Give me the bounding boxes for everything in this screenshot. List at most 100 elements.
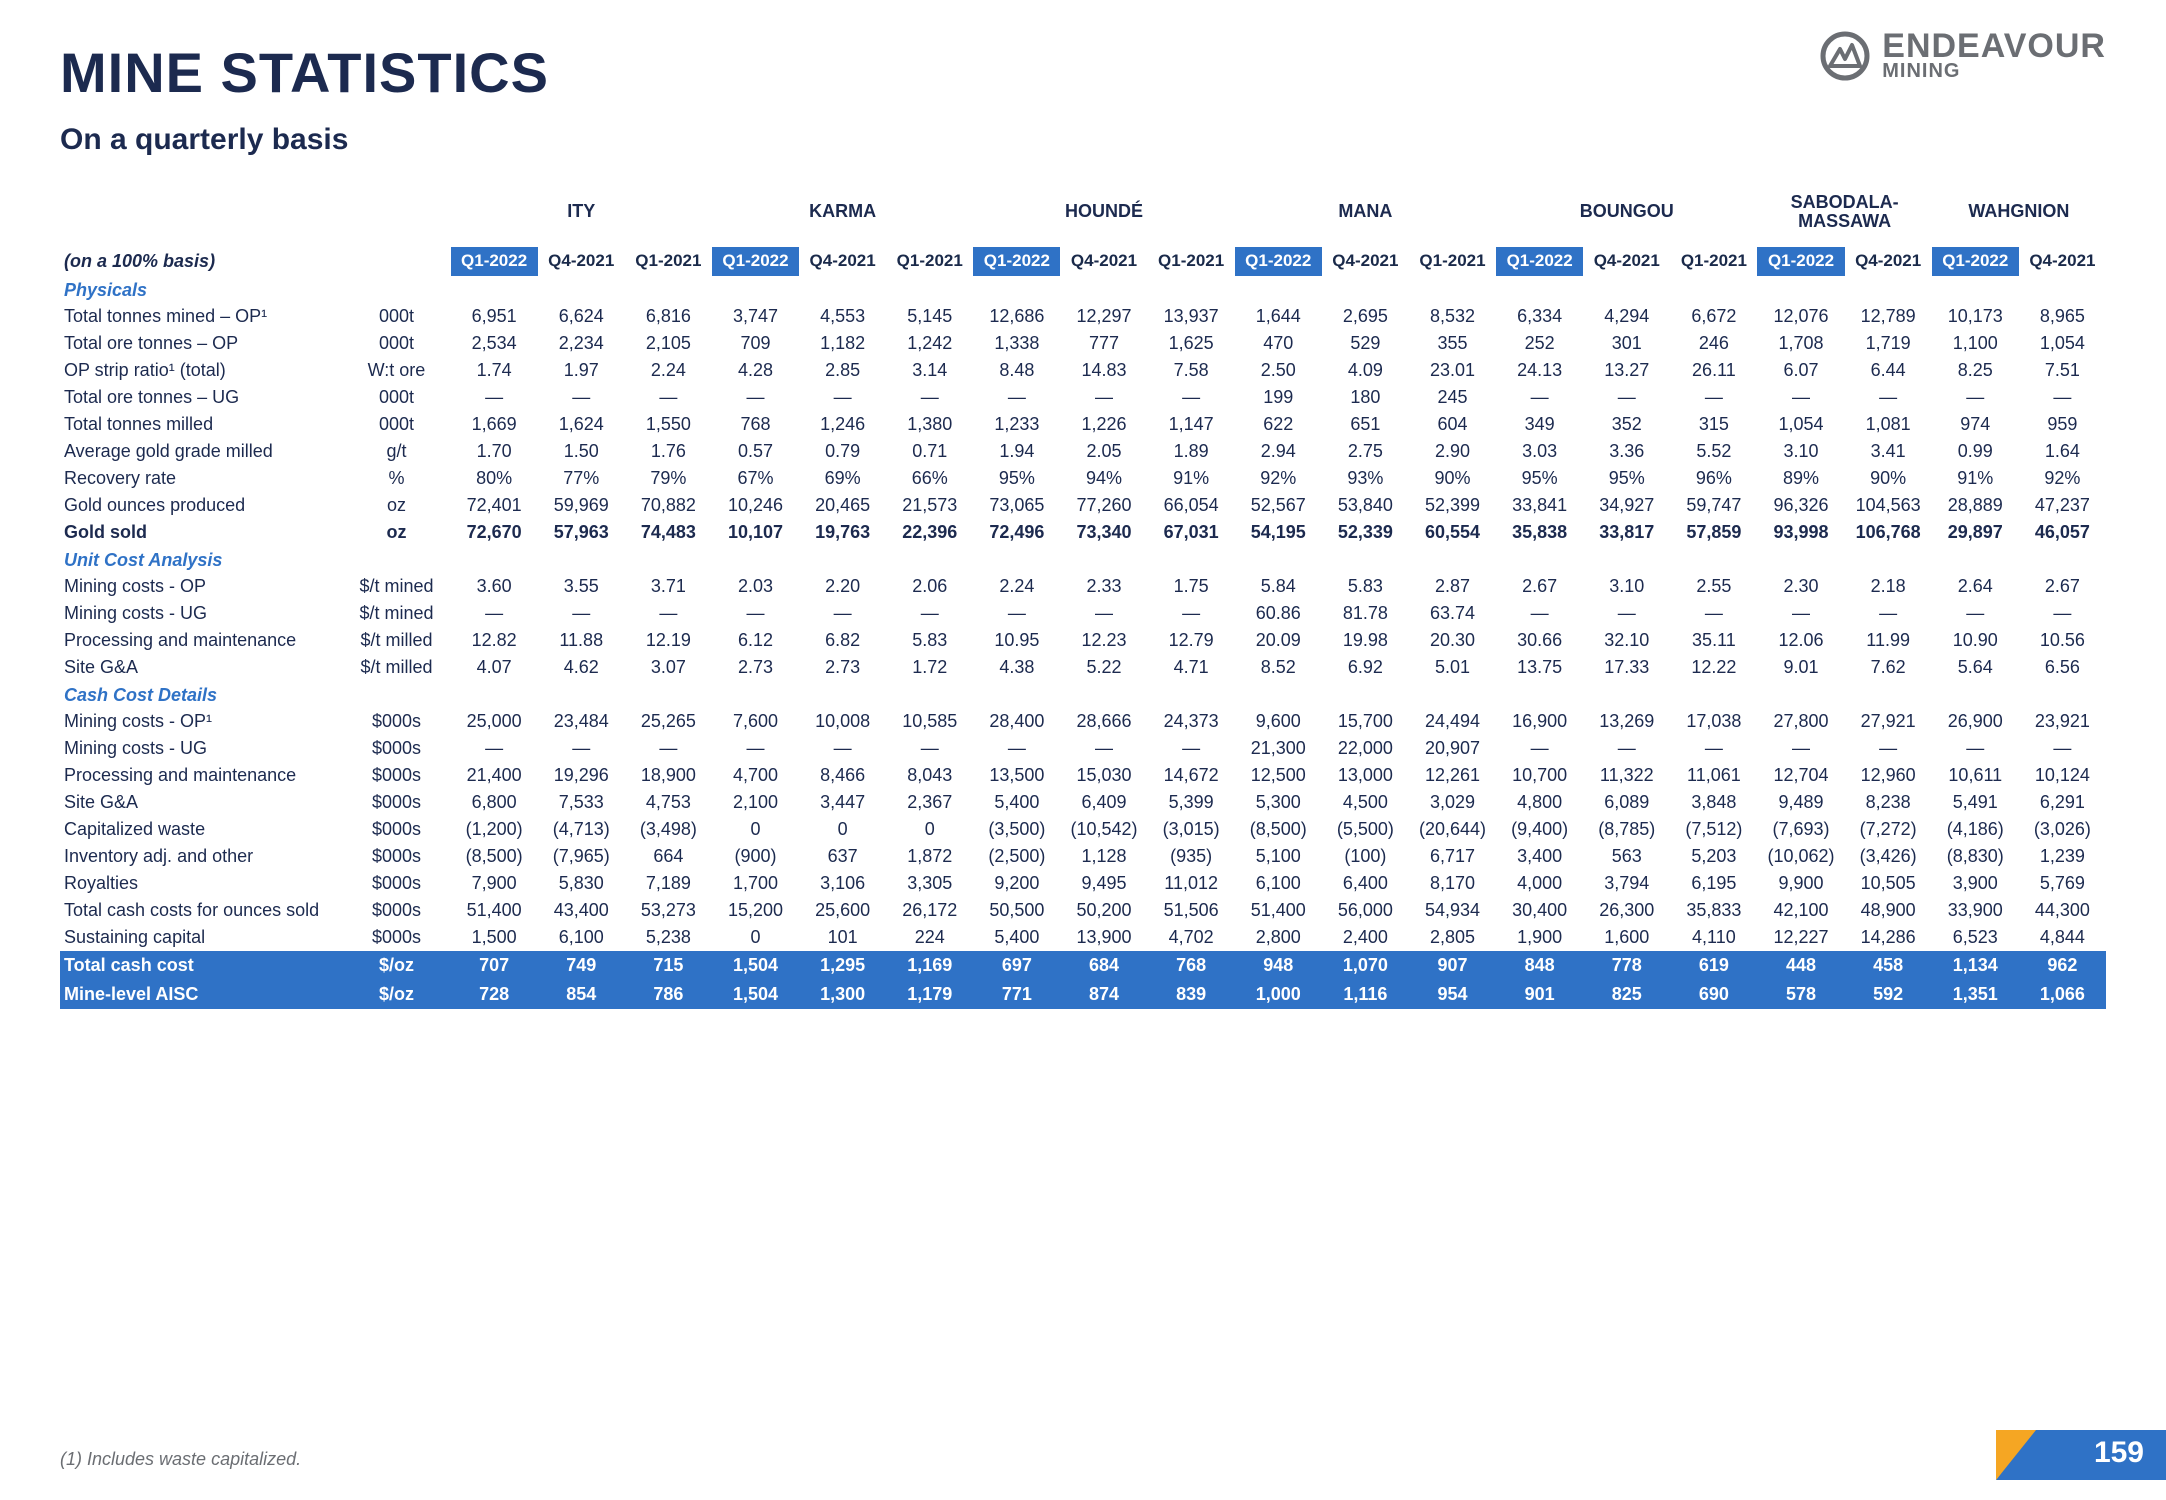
- data-cell: 20.09: [1235, 627, 1322, 654]
- data-cell: (4,713): [538, 816, 625, 843]
- data-cell: 2.94: [1235, 438, 1322, 465]
- data-cell: 2,400: [1322, 924, 1409, 951]
- data-cell: 92%: [2019, 465, 2106, 492]
- data-cell: —: [1845, 600, 1932, 627]
- data-cell: 245: [1409, 384, 1496, 411]
- period-header: Q4-2021: [1060, 247, 1147, 276]
- data-cell: 11,322: [1583, 762, 1670, 789]
- data-cell: 106,768: [1845, 519, 1932, 546]
- data-cell: 12,686: [973, 303, 1060, 330]
- band-label: Mine-level AISC: [60, 980, 342, 1009]
- row-label: Capitalized waste: [60, 816, 342, 843]
- period-header: Q1-2022: [1932, 247, 2019, 276]
- data-cell: (900): [712, 843, 799, 870]
- period-header: Q1-2021: [1409, 247, 1496, 276]
- data-cell: 21,300: [1235, 735, 1322, 762]
- data-cell: 12,297: [1060, 303, 1147, 330]
- band-cell: 907: [1409, 951, 1496, 980]
- data-cell: 12,704: [1757, 762, 1844, 789]
- data-cell: 4,702: [1148, 924, 1235, 951]
- band-unit: $/oz: [342, 951, 450, 980]
- page-number-badge: 159: [1996, 1430, 2166, 1480]
- data-cell: —: [1670, 735, 1757, 762]
- data-cell: 10,107: [712, 519, 799, 546]
- band-cell: 786: [625, 980, 712, 1009]
- data-cell: 0.71: [886, 438, 973, 465]
- data-cell: 72,401: [451, 492, 538, 519]
- period-header: Q1-2022: [451, 247, 538, 276]
- data-cell: 28,889: [1932, 492, 2019, 519]
- data-cell: 4.62: [538, 654, 625, 681]
- page-number: 159: [2094, 1436, 2144, 1470]
- data-cell: 12.23: [1060, 627, 1147, 654]
- data-cell: 1.70: [451, 438, 538, 465]
- footnote: (1) Includes waste capitalized.: [60, 1449, 301, 1470]
- data-cell: 4,700: [712, 762, 799, 789]
- data-cell: 10.56: [2019, 627, 2106, 654]
- data-cell: 5.01: [1409, 654, 1496, 681]
- data-cell: 2.75: [1322, 438, 1409, 465]
- data-cell: 2.73: [712, 654, 799, 681]
- data-cell: 10.90: [1932, 627, 2019, 654]
- period-header: Q4-2021: [1845, 247, 1932, 276]
- data-cell: 9,600: [1235, 708, 1322, 735]
- data-cell: 352: [1583, 411, 1670, 438]
- data-cell: 42,100: [1757, 897, 1844, 924]
- data-cell: 2.24: [973, 573, 1060, 600]
- data-cell: 90%: [1845, 465, 1932, 492]
- statistics-table-wrap: ITYKARMAHOUNDÉMANABOUNGOUSABODALA-MASSAW…: [60, 187, 2106, 1009]
- data-cell: —: [973, 384, 1060, 411]
- data-cell: 48,900: [1845, 897, 1932, 924]
- data-cell: 13.75: [1496, 654, 1583, 681]
- data-cell: 13,500: [973, 762, 1060, 789]
- data-cell: 180: [1322, 384, 1409, 411]
- data-cell: 43,400: [538, 897, 625, 924]
- data-cell: 12.19: [625, 627, 712, 654]
- data-cell: 12,789: [1845, 303, 1932, 330]
- data-cell: 13,900: [1060, 924, 1147, 951]
- data-cell: 5.83: [1322, 573, 1409, 600]
- data-cell: —: [1496, 735, 1583, 762]
- data-cell: 7,900: [451, 870, 538, 897]
- mine-header: ITY: [451, 187, 712, 247]
- row-label: Processing and maintenance: [60, 762, 342, 789]
- data-cell: 72,496: [973, 519, 1060, 546]
- band-cell: 854: [538, 980, 625, 1009]
- data-cell: 53,273: [625, 897, 712, 924]
- data-cell: 19,763: [799, 519, 886, 546]
- data-cell: 12.06: [1757, 627, 1844, 654]
- data-cell: 79%: [625, 465, 712, 492]
- band-cell: 771: [973, 980, 1060, 1009]
- data-cell: 2,105: [625, 330, 712, 357]
- data-cell: 66,054: [1148, 492, 1235, 519]
- band-cell: 1,351: [1932, 980, 2019, 1009]
- data-cell: 6.12: [712, 627, 799, 654]
- data-cell: —: [451, 600, 538, 627]
- data-cell: —: [1845, 384, 1932, 411]
- data-cell: 1,872: [886, 843, 973, 870]
- data-cell: 2.90: [1409, 438, 1496, 465]
- data-cell: 20.30: [1409, 627, 1496, 654]
- data-cell: 6.82: [799, 627, 886, 654]
- data-cell: 91%: [1148, 465, 1235, 492]
- data-cell: 1,246: [799, 411, 886, 438]
- statistics-table: ITYKARMAHOUNDÉMANABOUNGOUSABODALA-MASSAW…: [60, 187, 2106, 1009]
- data-cell: 93%: [1322, 465, 1409, 492]
- data-cell: 47,237: [2019, 492, 2106, 519]
- data-cell: 637: [799, 843, 886, 870]
- data-cell: 5,238: [625, 924, 712, 951]
- section-heading: Cash Cost Details: [60, 681, 2106, 708]
- data-cell: 4.28: [712, 357, 799, 384]
- data-cell: 3.55: [538, 573, 625, 600]
- data-cell: 5.52: [1670, 438, 1757, 465]
- row-unit: $000s: [342, 924, 450, 951]
- data-cell: 355: [1409, 330, 1496, 357]
- data-cell: 10,585: [886, 708, 973, 735]
- data-cell: 15,200: [712, 897, 799, 924]
- data-cell: 2,805: [1409, 924, 1496, 951]
- data-cell: 199: [1235, 384, 1322, 411]
- data-cell: 27,921: [1845, 708, 1932, 735]
- band-cell: 1,300: [799, 980, 886, 1009]
- data-cell: —: [1060, 384, 1147, 411]
- band-cell: 690: [1670, 980, 1757, 1009]
